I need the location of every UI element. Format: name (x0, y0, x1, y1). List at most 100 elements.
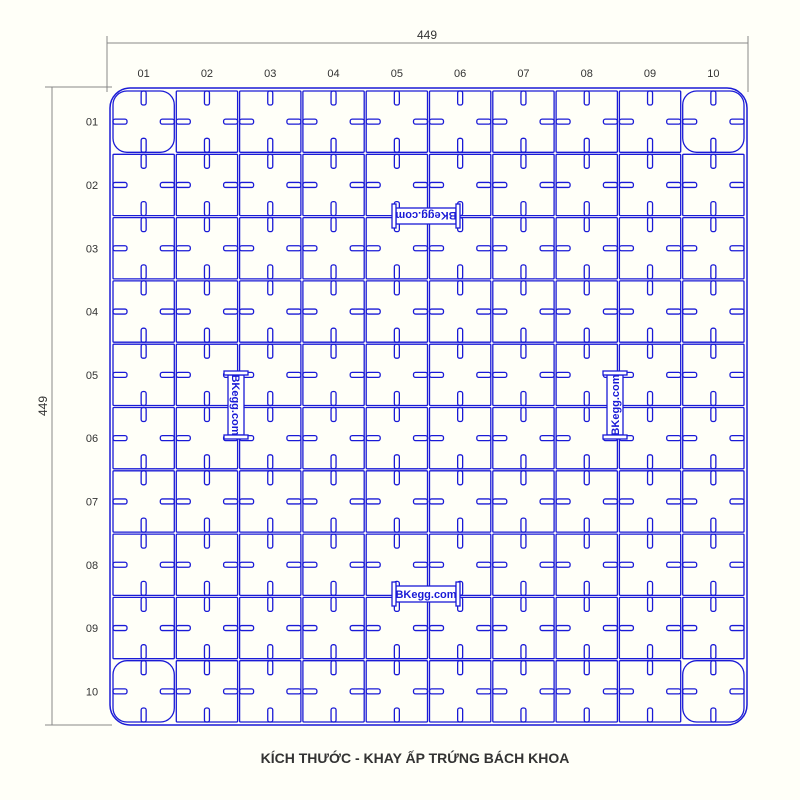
slot (393, 660, 401, 676)
slot (112, 181, 128, 189)
slot (646, 280, 654, 296)
slot (222, 624, 239, 632)
slot (602, 624, 619, 632)
egg-cell (175, 280, 239, 343)
egg-cell (365, 343, 429, 407)
egg-cell (618, 343, 682, 407)
egg-cell (175, 660, 239, 723)
slot (412, 308, 429, 315)
slot (456, 660, 464, 676)
slot (175, 181, 191, 189)
slot (286, 434, 302, 442)
egg-cell (555, 216, 619, 280)
slot (222, 498, 239, 505)
egg-cell (682, 216, 745, 280)
slot (710, 216, 717, 233)
slot (428, 624, 445, 632)
slot (646, 406, 654, 423)
slot (330, 90, 337, 106)
slot (646, 533, 654, 549)
dimension-lines (45, 36, 749, 726)
row-labels: 01 02 03 04 05 06 07 08 09 10 (86, 117, 98, 699)
slot (618, 624, 635, 632)
brand-tag: BKegg.com (602, 370, 628, 440)
slot (666, 118, 682, 125)
slot (267, 660, 274, 676)
slot (330, 280, 337, 296)
egg-cell (302, 470, 365, 533)
egg-cell (302, 343, 365, 407)
slot (539, 688, 555, 695)
slot (492, 624, 508, 632)
slot (520, 153, 527, 169)
slot (203, 707, 211, 723)
cell-grid (112, 90, 745, 723)
slot (618, 245, 635, 252)
slot (682, 434, 698, 442)
slot (140, 533, 147, 549)
slot (330, 390, 337, 407)
slot (286, 245, 302, 252)
slot (330, 533, 337, 549)
slot (602, 118, 619, 125)
egg-cell (238, 660, 302, 723)
slot (365, 561, 381, 568)
row-label: 01 (86, 117, 98, 129)
slot (203, 470, 211, 486)
egg-cell (492, 596, 555, 660)
slot (646, 517, 654, 533)
slot (710, 200, 717, 217)
slot (476, 624, 492, 632)
slot (203, 390, 211, 407)
egg-cell (682, 533, 745, 597)
slot (159, 371, 175, 379)
slot (393, 644, 401, 660)
slot (330, 660, 337, 676)
slot (618, 688, 635, 695)
slot (539, 434, 555, 442)
egg-cell (238, 153, 302, 217)
slot (393, 343, 401, 359)
slot (412, 624, 429, 632)
egg-cell (302, 533, 365, 597)
slot (682, 308, 698, 315)
egg-cell (428, 343, 492, 407)
slot (238, 118, 255, 125)
egg-cell (302, 660, 365, 723)
slot (238, 688, 255, 695)
slot (539, 181, 555, 189)
egg-cell (238, 470, 302, 533)
slot (646, 596, 654, 613)
slot (112, 434, 128, 442)
slot (112, 561, 128, 568)
egg-cell (428, 406, 492, 470)
slot (159, 561, 175, 568)
slot (267, 580, 274, 597)
slot (520, 454, 527, 470)
slot (412, 118, 429, 125)
slot (428, 498, 445, 505)
egg-cell (365, 660, 429, 723)
slot (203, 580, 211, 597)
brand-tag: BKegg.com (223, 370, 249, 440)
slot (203, 264, 211, 280)
slot (710, 153, 717, 169)
slot (330, 707, 337, 723)
slot (666, 181, 682, 189)
slot (602, 245, 619, 252)
slot (365, 434, 381, 442)
slot (520, 517, 527, 533)
slot (710, 644, 717, 660)
slot (682, 371, 698, 379)
slot (365, 308, 381, 315)
column-label: 05 (391, 68, 403, 80)
slot (710, 90, 717, 106)
slot (710, 327, 717, 343)
row-label: 09 (86, 623, 98, 635)
slot (365, 498, 381, 505)
row-label: 03 (86, 243, 98, 255)
slot (393, 707, 401, 723)
slot (583, 707, 590, 723)
slot (428, 245, 445, 252)
slot (175, 371, 191, 379)
